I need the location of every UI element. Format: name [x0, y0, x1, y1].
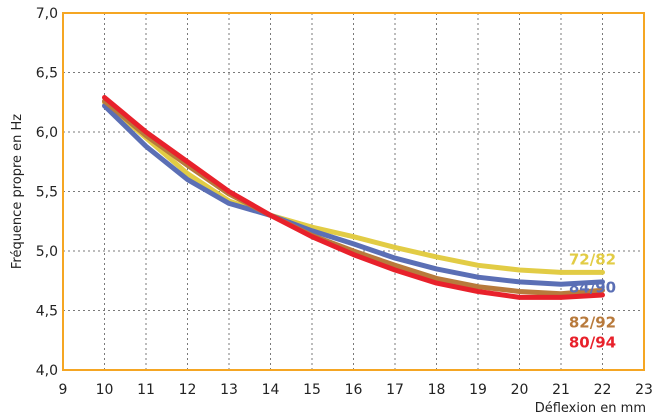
- series-lines: [102, 95, 605, 300]
- x-axis-title: Déflexion en mm: [535, 401, 646, 416]
- x-tick-label: 12: [179, 382, 197, 398]
- series-line-82-92: [102, 98, 605, 297]
- x-tick-label: 22: [594, 382, 612, 398]
- y-tick-label: 4,0: [36, 363, 58, 379]
- series-labels: 72/82 84/90 82/92 80/94: [569, 250, 616, 351]
- x-tick-label: 11: [137, 382, 155, 398]
- y-axis-title: Fréquence propre en Hz: [10, 114, 25, 269]
- x-tick-labels: 9 10 11 12 13 14 15 16 17 18 19 20 21 22 23: [59, 382, 653, 398]
- x-tick-label: 23: [635, 382, 653, 398]
- series-label: 82/92: [569, 313, 616, 331]
- x-tick-label: 15: [303, 382, 321, 398]
- y-tick-label: 5,5: [36, 185, 58, 201]
- series-label: 80/94: [569, 333, 616, 351]
- x-tick-label: 10: [96, 382, 114, 398]
- series-label: 72/82: [569, 250, 616, 268]
- x-tick-label: 9: [59, 382, 68, 398]
- x-tick-label: 13: [220, 382, 238, 398]
- series-line-72-82: [102, 99, 605, 275]
- x-tick-label: 21: [552, 382, 570, 398]
- x-tick-label: 16: [345, 382, 363, 398]
- series-label: 84/90: [569, 278, 616, 296]
- plot-frame: [62, 12, 645, 371]
- y-tick-label: 5,0: [36, 244, 58, 260]
- x-tick-label: 18: [428, 382, 446, 398]
- series-line-84-90: [102, 103, 605, 287]
- y-tick-label: 4,5: [36, 304, 58, 320]
- series-line-80-94: [102, 95, 605, 300]
- x-tick-label: 19: [469, 382, 487, 398]
- grid: [63, 13, 644, 370]
- y-tick-label: 6,5: [36, 66, 58, 82]
- y-tick-label: 6,0: [36, 125, 58, 141]
- x-tick-label: 14: [262, 382, 280, 398]
- y-tick-labels: 4,0 4,5 5,0 5,5 6,0 6,5 7,0: [36, 6, 58, 379]
- x-tick-label: 17: [386, 382, 404, 398]
- y-tick-label: 7,0: [36, 6, 58, 22]
- x-tick-label: 20: [511, 382, 529, 398]
